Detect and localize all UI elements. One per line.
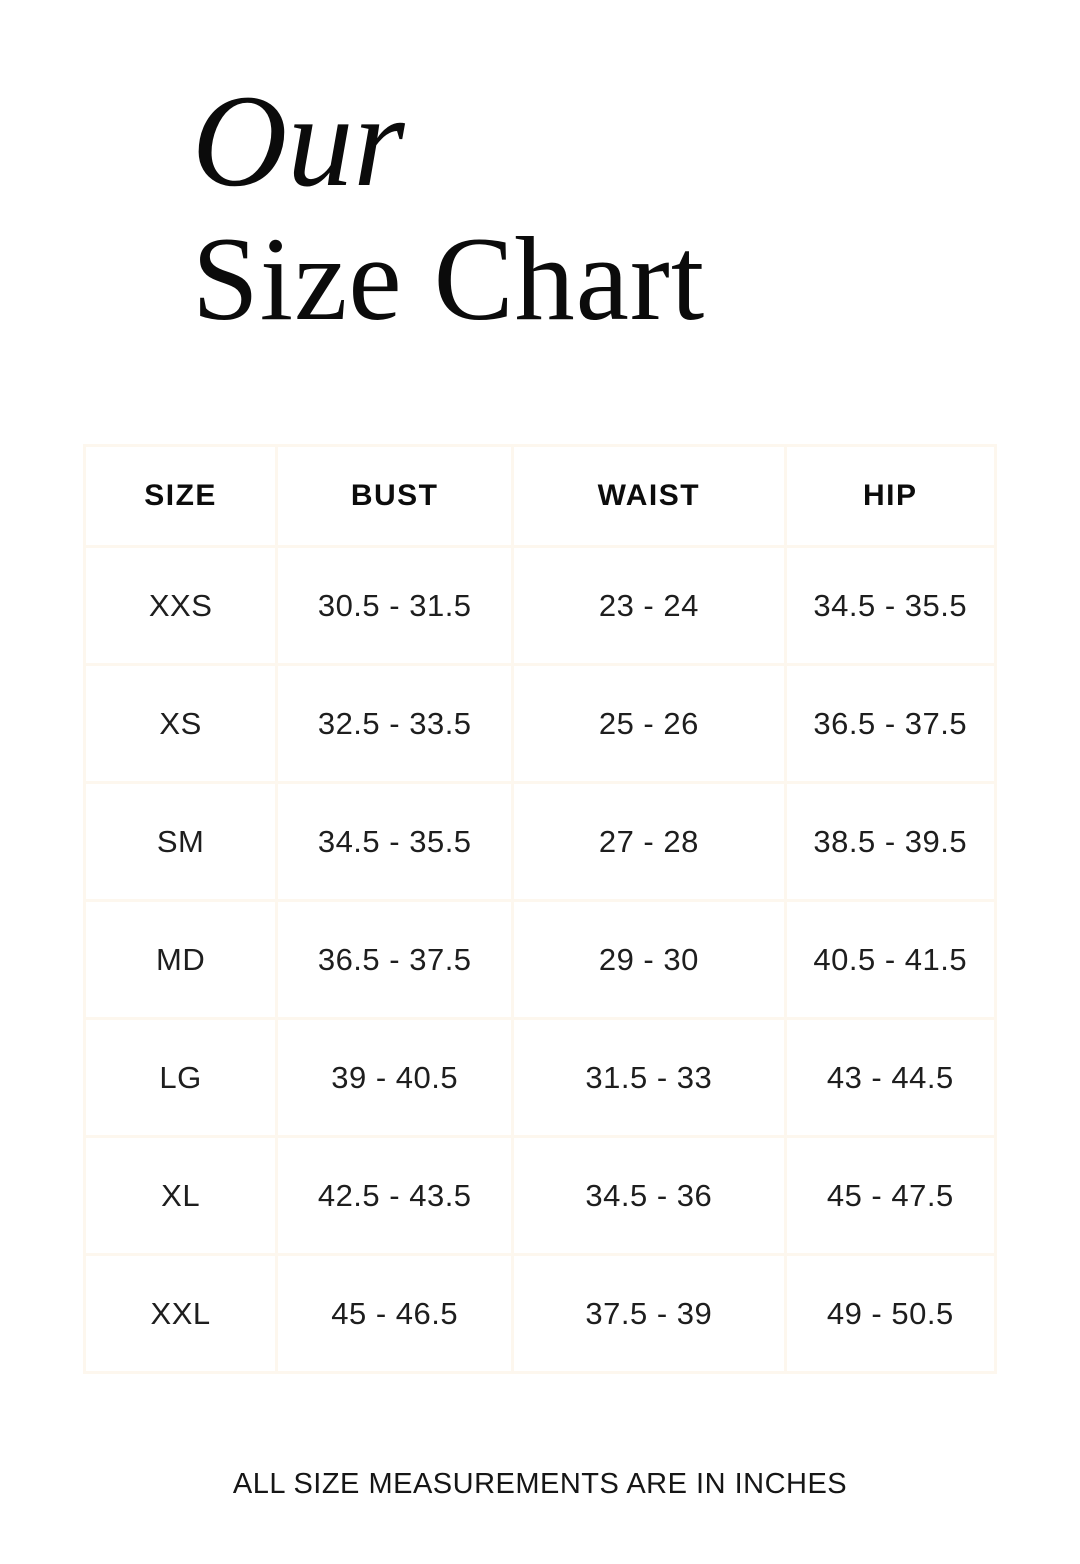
cell-hip: 40.5 - 41.5 [783, 899, 998, 1020]
table-row: XXL 45 - 46.5 37.5 - 39 49 - 50.5 [82, 1253, 998, 1374]
cell-hip: 38.5 - 39.5 [783, 781, 998, 902]
cell-size: XL [82, 1135, 279, 1256]
cell-bust: 30.5 - 31.5 [275, 545, 515, 666]
cell-size: LG [82, 1017, 279, 1138]
cell-bust: 39 - 40.5 [275, 1017, 515, 1138]
cell-bust: 32.5 - 33.5 [275, 663, 515, 784]
column-header-hip: HIP [783, 444, 998, 548]
cell-size: XS [82, 663, 279, 784]
column-header-bust: BUST [275, 444, 515, 548]
cell-hip: 45 - 47.5 [783, 1135, 998, 1256]
cell-hip: 34.5 - 35.5 [783, 545, 998, 666]
title-word-our: Our [192, 67, 405, 214]
table-row: MD 36.5 - 37.5 29 - 30 40.5 - 41.5 [82, 899, 998, 1020]
size-table: SIZE BUST WAIST HIP XXS 30.5 - 31.5 23 -… [82, 444, 998, 1374]
cell-waist: 29 - 30 [511, 899, 787, 1020]
cell-waist: 37.5 - 39 [511, 1253, 787, 1374]
footer-note: ALL SIZE MEASUREMENTS ARE IN INCHES [232, 1468, 848, 1500]
cell-waist: 25 - 26 [511, 663, 787, 784]
cell-waist: 23 - 24 [511, 545, 787, 666]
cell-size: MD [82, 899, 279, 1020]
table-header-row: SIZE BUST WAIST HIP [82, 444, 998, 548]
table-row: XS 32.5 - 33.5 25 - 26 36.5 - 37.5 [82, 663, 998, 784]
table-row: SM 34.5 - 35.5 27 - 28 38.5 - 39.5 [82, 781, 998, 902]
column-header-size: SIZE [82, 444, 279, 548]
cell-bust: 34.5 - 35.5 [275, 781, 515, 902]
cell-size: XXS [82, 545, 279, 666]
cell-bust: 45 - 46.5 [275, 1253, 515, 1374]
cell-size: SM [82, 781, 279, 902]
cell-waist: 34.5 - 36 [511, 1135, 787, 1256]
cell-bust: 42.5 - 43.5 [275, 1135, 515, 1256]
cell-waist: 27 - 28 [511, 781, 787, 902]
page-title: Our Size Chart [192, 67, 706, 345]
cell-size: XXL [82, 1253, 279, 1374]
table-row: XL 42.5 - 43.5 34.5 - 36 45 - 47.5 [82, 1135, 998, 1256]
cell-hip: 36.5 - 37.5 [783, 663, 998, 784]
cell-hip: 49 - 50.5 [783, 1253, 998, 1374]
table-row: LG 39 - 40.5 31.5 - 33 43 - 44.5 [82, 1017, 998, 1138]
cell-bust: 36.5 - 37.5 [275, 899, 515, 1020]
column-header-waist: WAIST [511, 444, 787, 548]
title-size-chart: Size Chart [192, 211, 706, 345]
cell-waist: 31.5 - 33 [511, 1017, 787, 1138]
table-row: XXS 30.5 - 31.5 23 - 24 34.5 - 35.5 [82, 545, 998, 666]
cell-hip: 43 - 44.5 [783, 1017, 998, 1138]
